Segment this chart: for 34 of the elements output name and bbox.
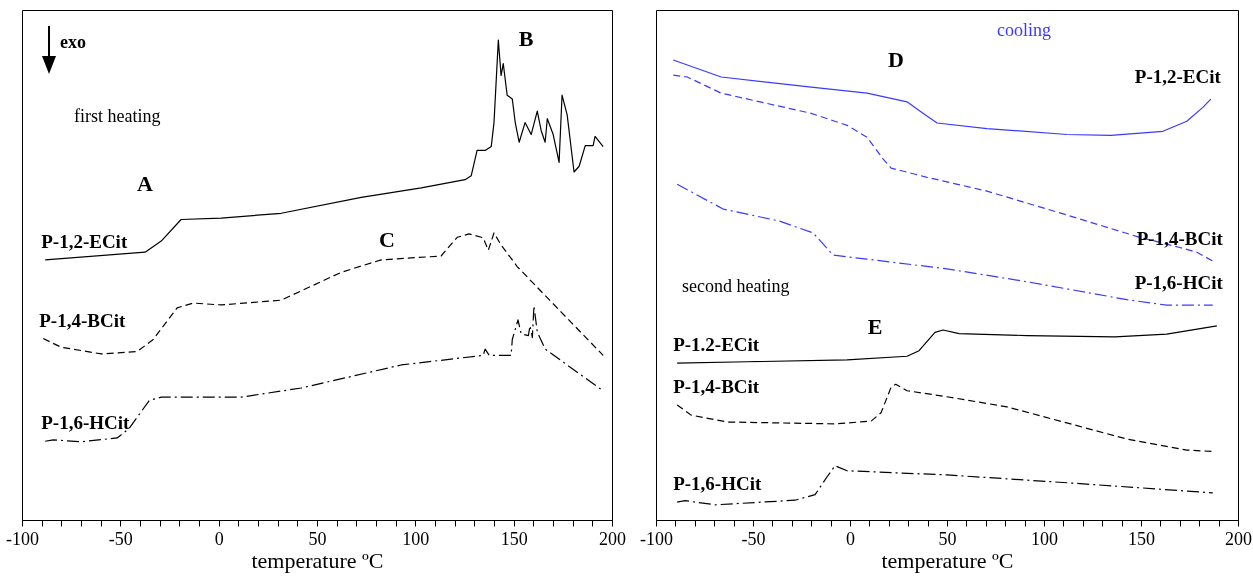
x-axis-title: temperature ºC	[251, 547, 384, 573]
series-label: P-1,2-ECit	[41, 230, 128, 252]
annotation: second heating	[682, 276, 790, 296]
x-tick-label: 150	[1128, 528, 1155, 549]
series-label: P-1,2-ECit	[1134, 66, 1222, 88]
x-tick-label: 50	[308, 528, 327, 549]
series-label: P-1,6-HCit	[673, 473, 762, 495]
series-label: P-1,6-HCit	[41, 412, 130, 434]
x-tick-label: 50	[938, 528, 957, 549]
annotation: E	[867, 314, 883, 339]
annotation: B	[518, 26, 534, 51]
series-label: P-1,4-BCit	[673, 376, 760, 397]
x-tick-label: -50	[741, 528, 766, 549]
x-tick-label: 100	[402, 528, 430, 549]
x-axis-title: temperature ºC	[881, 547, 1014, 573]
x-tick-label: 0	[846, 528, 855, 549]
series-label: P-1,4-BCit	[39, 309, 126, 331]
annotation: A	[137, 171, 154, 196]
annotation: exo	[60, 32, 86, 52]
annotation: first heating	[74, 106, 161, 126]
x-tick-label: -50	[108, 528, 133, 549]
x-tick-label: -100	[6, 528, 39, 549]
series-label: P-1.2-ECit	[673, 334, 760, 356]
text: cooling	[997, 20, 1051, 40]
x-tick-label: 0	[214, 528, 224, 549]
annotation: D	[888, 47, 904, 72]
x-tick-label: 200	[1225, 528, 1252, 549]
annotation: C	[379, 227, 395, 252]
series-label: P-1,4-BCit	[1136, 228, 1224, 250]
x-tick-label: -100	[640, 528, 673, 549]
x-tick-label: 150	[500, 528, 528, 549]
series-label: P-1,6-HCit	[1134, 272, 1224, 294]
x-tick-label: 200	[599, 528, 626, 549]
x-tick-label: 100	[1031, 528, 1058, 549]
